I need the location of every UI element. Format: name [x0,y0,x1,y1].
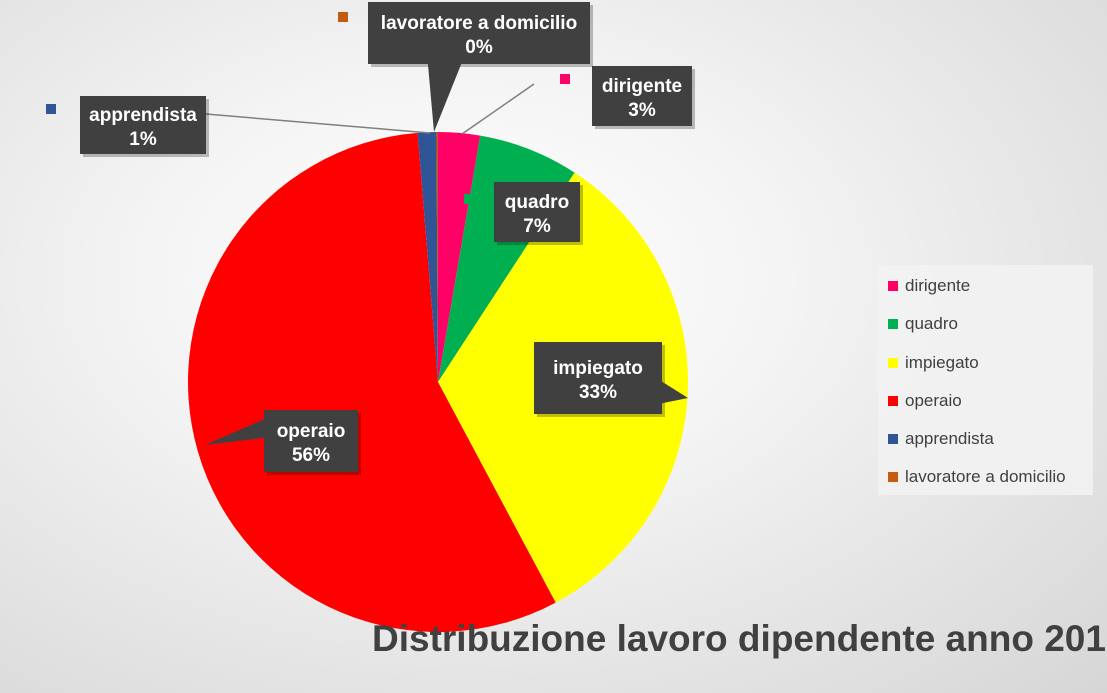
data-label-apprendista: apprendista 1% [80,96,209,157]
legend-swatch-lavoratore-a-domicilio [888,472,898,482]
data-label-box-quadro [494,182,580,242]
chart-title: Distribuzione lavoro dipendente anno 201… [372,618,1107,659]
legend-label-quadro: quadro [905,314,958,333]
data-label-name-apprendista: apprendista [89,105,197,126]
legend-item-impiegato: impiegato [888,353,979,373]
data-label-operaio: operaio 56% [205,410,361,475]
legend-item-quadro: quadro [888,314,958,334]
leader-line-apprendista [205,113,431,134]
data-label-dirigente: dirigente 3% [592,66,695,129]
pie-slice-apprendista [417,132,438,382]
data-label-pct-operaio: 56% [292,445,330,466]
data-label-name-operaio: operaio [277,421,346,442]
data-label-pct-impiegato: 33% [579,382,617,403]
data-label-box-impiegato [534,342,662,414]
legend-swatch-quadro [888,319,898,329]
data-label-lavoratore-a-domicilio: lavoratore a domicilio 0% [368,2,593,132]
data-label-box-dirigente [592,66,692,126]
data-label-pct-dirigente: 3% [628,100,656,121]
legend-swatch-dirigente [888,281,898,291]
data-label-name-quadro: quadro [505,192,569,213]
data-label-box-operaio [264,410,358,472]
data-labels: dirigente 3% quadro 7% impiegato 33% operaio 56… [46,2,695,475]
data-label-pct-quadro: 7% [523,216,551,237]
data-label-pointer-operaio [205,419,264,445]
legend-swatch-impiegato [888,358,898,368]
legend-item-dirigente: dirigente [888,276,970,296]
data-label-impiegato: impiegato 33% [534,342,688,417]
data-label-pointer-lavoratore-a-domicilio [427,64,462,132]
legend-item-lavoratore-a-domicilio: lavoratore a domicilio [888,467,1066,487]
legend-label-operaio: operaio [905,391,962,410]
data-label-pointer-impiegato [662,381,688,404]
data-label-marker-quadro [464,194,474,204]
data-label-pct-lavoratore-a-domicilio: 0% [465,37,493,58]
legend-label-apprendista: apprendista [905,429,994,448]
pie-slice-operaio [188,132,556,632]
legend-swatch-operaio [888,396,898,406]
leader-lines [205,83,535,135]
data-label-marker-dirigente [560,74,570,84]
data-label-box-lavoratore-a-domicilio [368,2,590,64]
data-label-name-dirigente: dirigente [602,76,682,97]
data-label-name-lavoratore-a-domicilio: lavoratore a domicilio [381,13,577,34]
leader-line-dirigente [461,83,535,135]
legend-item-apprendista: apprendista [888,429,994,449]
legend-label-lavoratore-a-domicilio: lavoratore a domicilio [905,467,1066,486]
legend-label-dirigente: dirigente [905,276,971,295]
legend-swatch-apprendista [888,434,898,444]
legend-label-impiegato: impiegato [905,353,979,372]
data-label-marker-apprendista [46,104,56,114]
data-label-name-impiegato: impiegato [553,358,643,379]
data-label-box-apprendista [80,96,206,154]
legend-item-operaio: operaio [888,391,962,411]
legend: dirigente quadro impiegato operaio appre… [878,265,1093,495]
data-label-pct-apprendista: 1% [129,129,157,150]
data-label-quadro: quadro 7% [494,182,583,245]
data-label-marker-lavoratore-a-domicilio [338,12,348,22]
pie-slice-lavoratore-a-domicilio [436,131,438,382]
